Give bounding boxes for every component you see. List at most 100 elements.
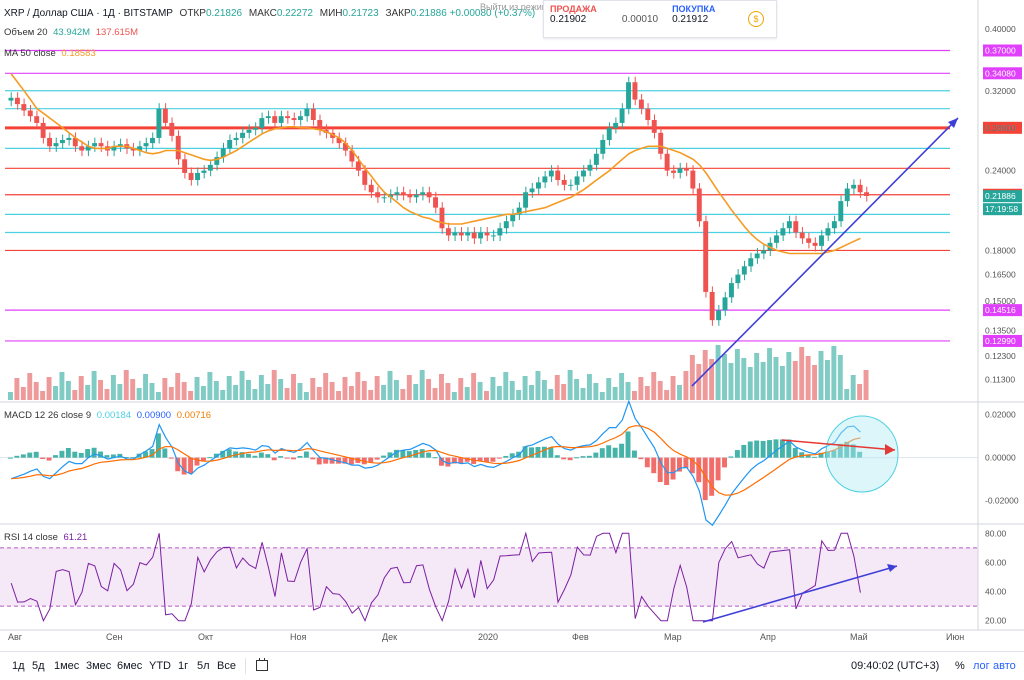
macd-hist-bar xyxy=(8,457,13,459)
range-6m[interactable]: 6мес xyxy=(117,660,143,672)
candle-body xyxy=(748,258,754,267)
candle-body xyxy=(445,228,451,236)
volume-bar xyxy=(445,383,451,400)
range-ytd[interactable]: YTD xyxy=(149,660,171,672)
macd-legend[interactable]: MACD 12 26 close 9 0.00184 0.00900 0.007… xyxy=(4,410,211,421)
volume-bar xyxy=(8,392,13,400)
volume-bar xyxy=(490,377,496,400)
candle-body xyxy=(561,180,567,185)
range-3m[interactable]: 3мес xyxy=(86,660,112,672)
candle-body xyxy=(478,232,484,239)
macd-hist-bar xyxy=(554,455,560,458)
candle-body xyxy=(857,184,863,193)
candle-body xyxy=(297,116,303,121)
macd-hist-bar xyxy=(580,456,586,458)
volume-bar xyxy=(278,379,284,400)
close-value: 0.21886 xyxy=(410,8,447,19)
volume-legend[interactable]: Объем 20 43.942M 137.615M xyxy=(4,27,138,38)
rsi-legend[interactable]: RSI 14 close 61.21 xyxy=(4,532,87,543)
candle-body xyxy=(535,182,541,189)
macd-hist-bar xyxy=(252,455,258,458)
bottom-toolbar: 1д 5д 1мес 3мес 6мес YTD 1г 5л Все 09:40… xyxy=(0,651,1024,680)
macd-v3: 0.00716 xyxy=(176,410,212,421)
candle-body xyxy=(831,221,837,229)
candle-body xyxy=(53,143,59,147)
chart-canvas[interactable]: 0.370000.340800.280000.220000.145160.129… xyxy=(0,0,1024,652)
currency-icon[interactable]: $ xyxy=(748,11,765,27)
time-tick: Авг xyxy=(8,632,23,642)
macd-hist-bar xyxy=(760,440,766,458)
volume-bar xyxy=(625,382,631,400)
candle-body xyxy=(819,235,824,246)
macd-hist-bar xyxy=(155,433,161,458)
range-1y[interactable]: 1г xyxy=(178,660,189,672)
sell-price: 0.21902 xyxy=(550,14,587,25)
clock: 09:40:02 (UTC+3) xyxy=(851,660,940,672)
candle-body xyxy=(516,207,522,215)
ma-label: MA 50 close xyxy=(4,48,56,59)
volume-bar xyxy=(104,389,110,400)
price-tick: 0.16500 xyxy=(985,270,1016,280)
range-1d[interactable]: 1д xyxy=(12,660,25,672)
log-toggle[interactable]: лог xyxy=(973,660,990,672)
ma-legend[interactable]: MA 50 close 0.18583 xyxy=(4,48,96,59)
macd-hist-bar xyxy=(104,455,110,458)
macd-v2: 0.00900 xyxy=(136,410,172,421)
price-tick: 0.40000 xyxy=(985,24,1016,34)
macd-hist-bar xyxy=(728,456,734,458)
range-5y[interactable]: 5л xyxy=(197,660,210,672)
candle-body xyxy=(182,159,188,173)
range-all[interactable]: Все xyxy=(217,660,236,672)
macd-hist-bar xyxy=(297,455,303,458)
sell-label: ПРОДАЖА xyxy=(550,4,597,14)
macd-hist-bar xyxy=(741,444,747,458)
candle-body xyxy=(34,116,40,123)
percent-toggle[interactable]: % xyxy=(955,660,965,672)
candle-body xyxy=(400,192,406,195)
range-5d[interactable]: 5д xyxy=(32,660,45,672)
candle-body xyxy=(343,143,348,151)
candle-body xyxy=(381,197,387,199)
change-value: +0.00080 (+0.37%) xyxy=(449,8,536,19)
macd-hist-bar xyxy=(329,457,335,464)
last-price-bg xyxy=(983,190,1022,203)
open-label: ОТКР xyxy=(179,8,206,19)
range-1m[interactable]: 1мес xyxy=(54,660,80,672)
buy-button[interactable]: ПОКУПКА 0.21912 xyxy=(666,1,736,37)
macd-hist-bar xyxy=(786,439,792,458)
candle-body xyxy=(92,143,98,147)
macd-hist-bar xyxy=(593,452,599,458)
rsi-tick: 80.00 xyxy=(985,528,1007,538)
volume-bar xyxy=(65,381,71,400)
volume-bar xyxy=(458,378,464,400)
sell-button[interactable]: ПРОДАЖА 0.21902 xyxy=(544,1,614,37)
chart-header: XRP / Доллар США · 1Д · BITSTAMP ОТКР0.2… xyxy=(4,8,535,19)
volume-bar xyxy=(471,373,477,400)
volume-bar xyxy=(374,376,380,400)
volume-bar xyxy=(239,371,245,400)
candle-body xyxy=(27,110,33,117)
macd-hist-bar xyxy=(72,451,78,458)
candle-body xyxy=(150,137,155,144)
candle-body xyxy=(774,235,779,243)
volume-bar xyxy=(175,373,181,400)
volume-bar xyxy=(754,353,760,400)
macd-hist-bar xyxy=(722,457,727,468)
macd-hist-bar xyxy=(529,447,534,458)
macd-hist-bar xyxy=(696,457,702,483)
calendar-icon[interactable] xyxy=(256,658,268,671)
macd-hist-bar xyxy=(246,453,251,458)
macd-hist-bar xyxy=(53,455,58,458)
macd-hist-bar xyxy=(310,457,316,460)
countdown-bg xyxy=(983,203,1022,216)
macd-hist-bar xyxy=(831,450,837,458)
candle-body xyxy=(156,108,162,138)
volume-bar xyxy=(387,371,393,400)
macd-tick: -0.02000 xyxy=(985,496,1019,506)
auto-toggle[interactable]: авто xyxy=(993,660,1016,672)
candle-body xyxy=(619,108,625,123)
macd-hist-bar xyxy=(368,457,374,463)
macd-hist-bar xyxy=(767,440,773,458)
candle-body xyxy=(696,188,702,222)
volume-bar xyxy=(188,391,194,400)
